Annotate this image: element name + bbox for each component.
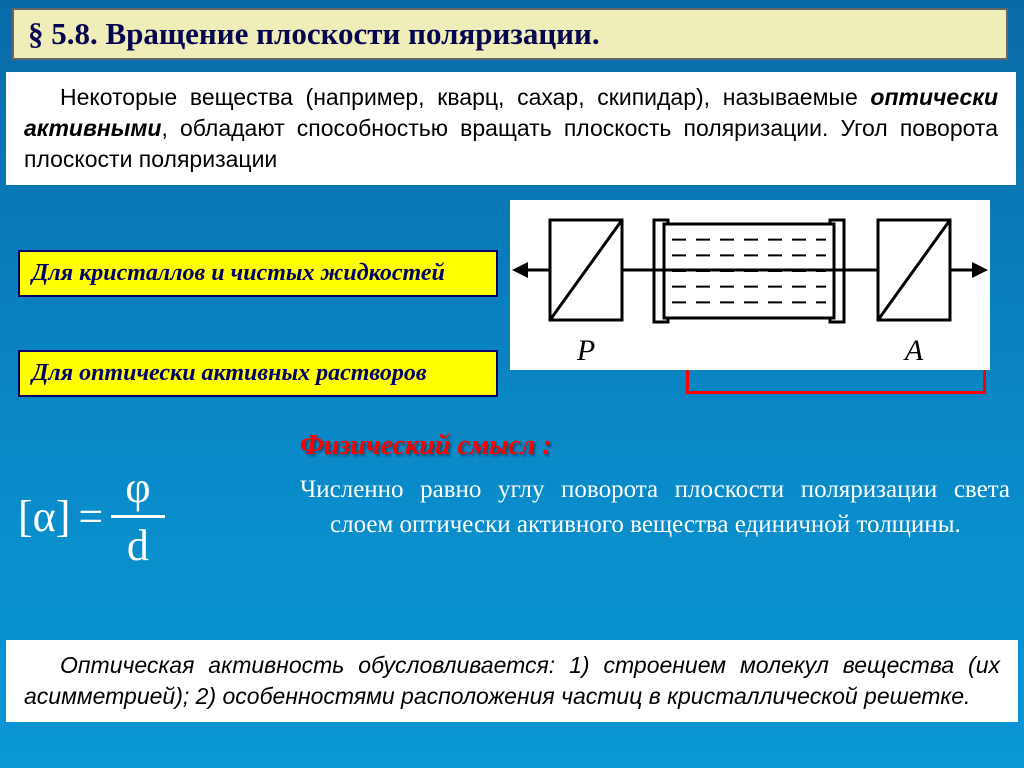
physical-meaning-heading-text: Физический смысл : xyxy=(300,430,552,461)
formula-lhs: [α] xyxy=(18,491,70,542)
svg-text:P: P xyxy=(576,334,595,367)
physical-meaning-heading: Физический смысл : xyxy=(300,430,552,462)
intro-block: Некоторые вещества (например, кварц, сах… xyxy=(6,72,1016,185)
section-heading: Вращение плоскости поляризации. xyxy=(106,16,600,51)
intro-rest: , обладают способностью вращать плоскост… xyxy=(24,115,998,172)
label-solutions: Для оптически активных растворов xyxy=(18,350,498,397)
intro-paragraph: Некоторые вещества (например, кварц, сах… xyxy=(24,82,998,175)
svg-text:A: A xyxy=(903,334,924,367)
section-title-box: § 5.8. Вращение плоскости поляризации. xyxy=(12,8,1008,60)
footer-block: Оптическая активность обусловливается: 1… xyxy=(6,640,1018,722)
formula-numerator: φ xyxy=(111,460,164,518)
label-crystals-text: Для кристаллов и чистых жидкостей xyxy=(32,260,445,286)
section-number: § 5.8. xyxy=(28,16,98,51)
specific-rotation-formula: [α] = φ d xyxy=(18,460,165,573)
polarimeter-svg: PA xyxy=(510,200,990,370)
physical-meaning-text: Численно равно углу поворота плоскости п… xyxy=(300,476,1010,538)
polarimeter-diagram: PA xyxy=(510,200,990,370)
label-solutions-text: Для оптически активных растворов xyxy=(32,360,427,386)
formula-fraction: φ d xyxy=(111,460,164,573)
label-crystals: Для кристаллов и чистых жидкостей xyxy=(18,250,498,297)
section-title: § 5.8. Вращение плоскости поляризации. xyxy=(28,16,600,51)
formula-eq: = xyxy=(78,491,103,542)
physical-meaning-body: Численно равно углу поворота плоскости п… xyxy=(300,472,1010,542)
intro-line1: Некоторые вещества (например, кварц, сах… xyxy=(60,84,858,110)
footer-text: Оптическая активность обусловливается: 1… xyxy=(24,650,1000,712)
formula-denominator: d xyxy=(113,518,163,573)
